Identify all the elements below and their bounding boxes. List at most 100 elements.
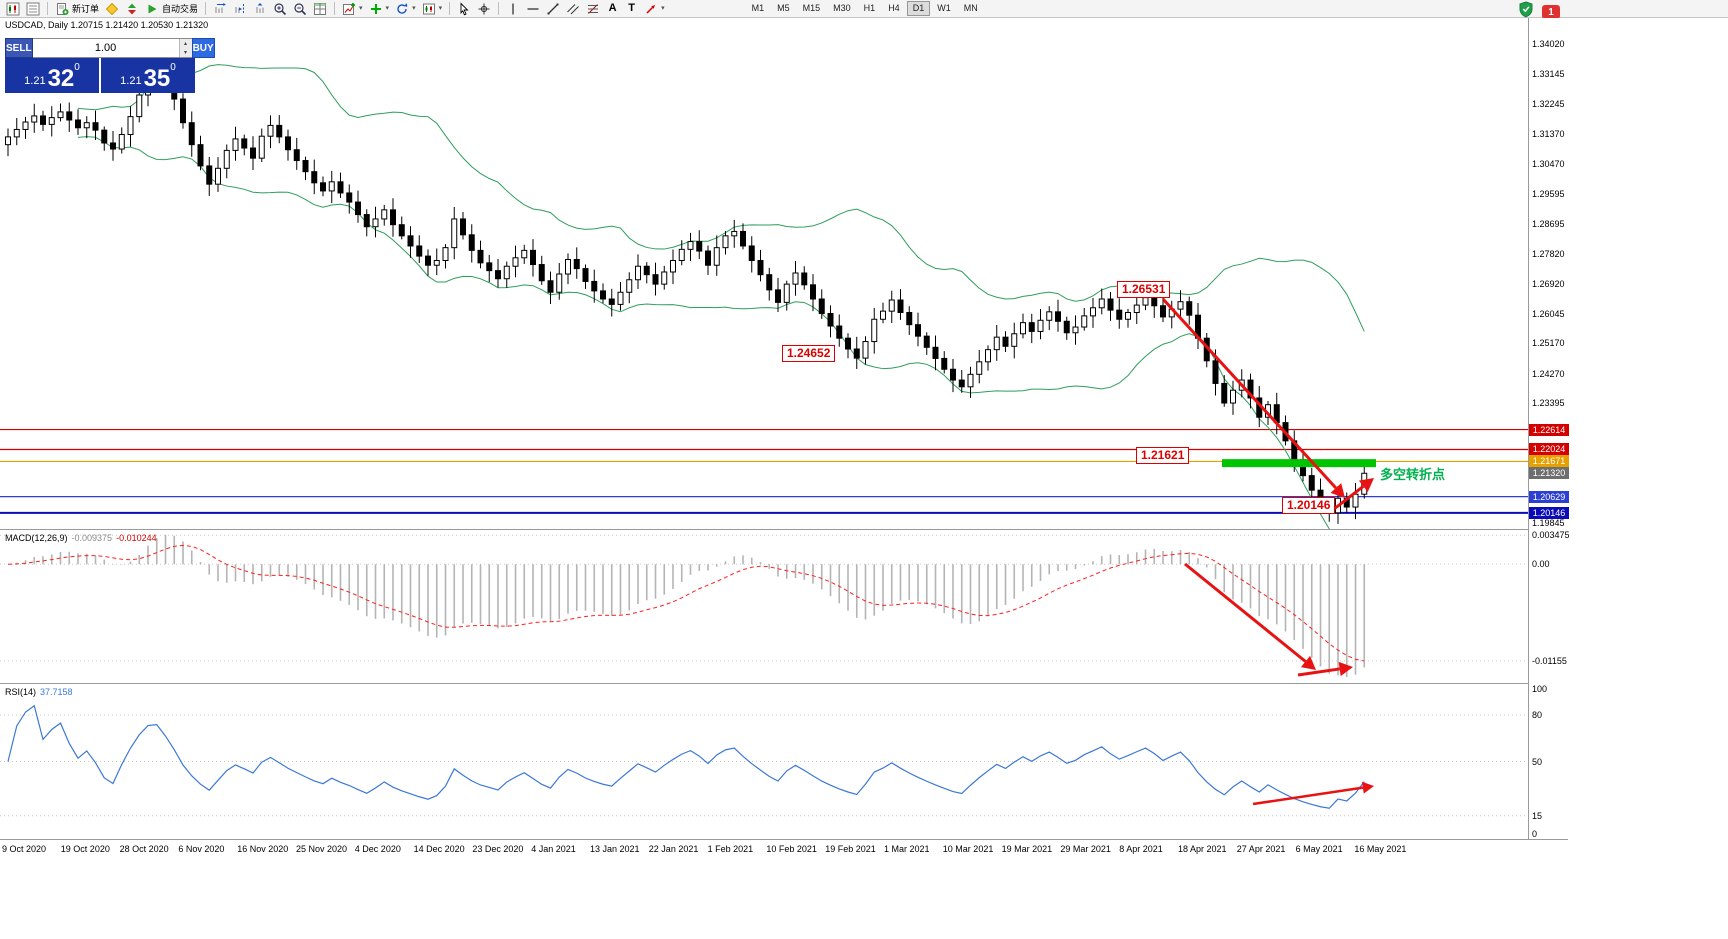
new-chart-icon[interactable] bbox=[3, 1, 23, 17]
volume-increase-button[interactable]: ▴ bbox=[179, 39, 192, 48]
timeframe-mn-button[interactable]: MN bbox=[958, 1, 984, 16]
chart-properties-icon[interactable]: ▾ bbox=[419, 1, 446, 17]
timeframe-w1-button[interactable]: W1 bbox=[931, 1, 957, 16]
volume-input[interactable] bbox=[32, 39, 179, 57]
trend-arrow[interactable] bbox=[1297, 661, 1353, 677]
support-zone-bar[interactable] bbox=[1222, 459, 1376, 468]
rsi-axis-tick: 50 bbox=[1532, 756, 1543, 767]
timeframe-group: M1 M5 M15 M30 H1 H4 D1 W1 MN bbox=[746, 1, 984, 16]
sell-button[interactable]: SELL bbox=[5, 38, 33, 58]
rsi-name: RSI(14) bbox=[5, 687, 37, 697]
main-chart-panel[interactable]: USDCAD, Daily 1.20715 1.21420 1.20530 1.… bbox=[0, 18, 1528, 529]
price-axis-tick: 1.27820 bbox=[1532, 248, 1565, 259]
vertical-line-tool-icon[interactable] bbox=[503, 1, 523, 17]
autotrading-button[interactable]: 自动交易 bbox=[142, 1, 201, 17]
price-axis[interactable]: 1.34020 1.33145 1.32245 1.31370 1.30470 1.295… bbox=[1528, 18, 1570, 839]
templates-icon[interactable]: ▾ bbox=[366, 1, 393, 17]
trend-arrow[interactable] bbox=[1184, 562, 1316, 670]
sell-price-display[interactable]: 1.21 32 0 bbox=[5, 58, 99, 93]
chart-properties-dropdown-caret[interactable]: ▾ bbox=[438, 5, 443, 12]
volume-field[interactable]: ▴ ▾ bbox=[32, 38, 192, 58]
date-axis-tick: 1 Feb 2021 bbox=[707, 844, 754, 854]
refresh-icon[interactable]: ▾ bbox=[392, 1, 419, 17]
timeframe-h1-button[interactable]: H1 bbox=[858, 1, 882, 16]
connection-shield-icon[interactable] bbox=[1518, 1, 1534, 23]
date-axis-tick: 23 Dec 2020 bbox=[472, 844, 524, 854]
timeframe-m5-button[interactable]: M5 bbox=[771, 1, 796, 16]
price-annotation[interactable]: 1.24652 bbox=[782, 345, 836, 362]
date-axis-tick: 16 May 2021 bbox=[1354, 844, 1407, 854]
chart-forward-icon[interactable] bbox=[250, 1, 270, 17]
trendline-tool-icon[interactable] bbox=[543, 1, 563, 17]
metaeditor-icon[interactable] bbox=[102, 1, 122, 17]
label-tool-icon[interactable]: T bbox=[622, 1, 641, 17]
date-axis-tick: 6 May 2021 bbox=[1295, 844, 1343, 854]
notification-badge[interactable]: 1 bbox=[1542, 5, 1560, 19]
indicators-icon[interactable]: ▾ bbox=[339, 1, 366, 17]
macd-axis-tick: -0.01155 bbox=[1532, 655, 1567, 666]
rsi-canvas[interactable] bbox=[0, 684, 1528, 839]
zoom-in-icon[interactable] bbox=[270, 1, 290, 17]
main-chart-canvas[interactable] bbox=[0, 18, 1528, 529]
new-order-button[interactable]: 新订单 bbox=[52, 1, 102, 17]
timeframe-h4-button[interactable]: H4 bbox=[882, 1, 906, 16]
trend-arrow[interactable] bbox=[1161, 297, 1345, 498]
price-line-label: 1.20146 bbox=[1529, 506, 1569, 519]
toolbar-right-group: 1 bbox=[1518, 1, 1560, 23]
price-line-label: 1.21320 bbox=[1529, 467, 1569, 480]
channel-tool-icon[interactable] bbox=[563, 1, 583, 17]
toolbar-separator bbox=[449, 2, 451, 15]
panel-divider[interactable] bbox=[0, 529, 1568, 530]
trend-arrow[interactable] bbox=[1333, 478, 1374, 511]
date-axis-tick: 14 Dec 2020 bbox=[413, 844, 465, 854]
new-order-label: 新订单 bbox=[72, 4, 100, 14]
autotrading-label: 自动交易 bbox=[162, 4, 199, 14]
refresh-dropdown-caret[interactable]: ▾ bbox=[412, 5, 416, 12]
date-axis-tick: 28 Oct 2020 bbox=[119, 844, 169, 854]
buy-button[interactable]: BUY bbox=[191, 38, 215, 58]
price-line-label: 1.21671 bbox=[1529, 455, 1569, 468]
timeframe-m15-button[interactable]: M15 bbox=[797, 1, 827, 16]
date-axis-tick: 4 Dec 2020 bbox=[354, 844, 401, 854]
date-axis[interactable]: 9 Oct 2020 19 Oct 2020 28 Oct 2020 6 Nov 20… bbox=[0, 839, 1568, 860]
horizontal-line-tool-icon[interactable] bbox=[523, 1, 543, 17]
date-axis-tick: 13 Jan 2021 bbox=[590, 844, 640, 854]
chart-ohlc-header: USDCAD, Daily 1.20715 1.21420 1.20530 1.… bbox=[5, 20, 209, 30]
tile-windows-icon[interactable] bbox=[310, 1, 330, 17]
volume-decrease-button[interactable]: ▾ bbox=[179, 48, 192, 57]
panel-divider[interactable] bbox=[0, 683, 1568, 684]
arrows-dropdown-caret[interactable]: ▾ bbox=[661, 5, 665, 12]
indicators-dropdown-caret[interactable]: ▾ bbox=[359, 5, 363, 12]
turning-point-label[interactable]: 多空转折点 bbox=[1380, 467, 1446, 482]
cursor-icon[interactable] bbox=[454, 1, 474, 17]
date-axis-tick: 19 Mar 2021 bbox=[1001, 844, 1053, 854]
timeframe-d1-button[interactable]: D1 bbox=[906, 1, 931, 16]
crosshair-icon[interactable] bbox=[474, 1, 494, 17]
price-annotation[interactable]: 1.20146 bbox=[1282, 497, 1336, 514]
zoom-out-icon[interactable] bbox=[290, 1, 310, 17]
templates-dropdown-caret[interactable]: ▾ bbox=[385, 5, 390, 12]
auto-scroll-icon[interactable] bbox=[210, 1, 230, 17]
timeframe-m1-button[interactable]: M1 bbox=[746, 1, 771, 16]
trend-arrow[interactable] bbox=[1252, 781, 1374, 806]
market-watch-icon[interactable] bbox=[122, 1, 142, 17]
macd-label: MACD(12,26,9) -0.009375 -0.010244 bbox=[5, 533, 157, 543]
volume-spinner: ▴ ▾ bbox=[178, 39, 192, 57]
macd-value: -0.009375 bbox=[71, 533, 113, 543]
chart-list-icon[interactable] bbox=[23, 1, 43, 17]
timeframe-m30-button[interactable]: M30 bbox=[827, 1, 857, 16]
macd-panel[interactable]: MACD(12,26,9) -0.009375 -0.010244 bbox=[0, 530, 1528, 683]
toolbar-separator bbox=[205, 2, 207, 15]
chart-shift-icon[interactable] bbox=[230, 1, 250, 17]
text-tool-icon[interactable]: A bbox=[603, 1, 622, 17]
date-axis-tick: 19 Oct 2020 bbox=[60, 844, 110, 854]
macd-axis-tick: 0.00 bbox=[1532, 559, 1550, 570]
rsi-panel[interactable]: RSI(14) 37.7158 bbox=[0, 684, 1528, 839]
arrows-tool-icon[interactable]: ▾ bbox=[641, 1, 668, 17]
price-annotation[interactable]: 1.21621 bbox=[1136, 447, 1190, 464]
buy-price-display[interactable]: 1.21 35 0 bbox=[101, 58, 195, 93]
price-axis-tick: 1.31370 bbox=[1532, 128, 1565, 139]
macd-canvas[interactable] bbox=[0, 530, 1528, 683]
price-annotation[interactable]: 1.26531 bbox=[1117, 281, 1171, 298]
fibonacci-tool-icon[interactable] bbox=[583, 1, 603, 17]
